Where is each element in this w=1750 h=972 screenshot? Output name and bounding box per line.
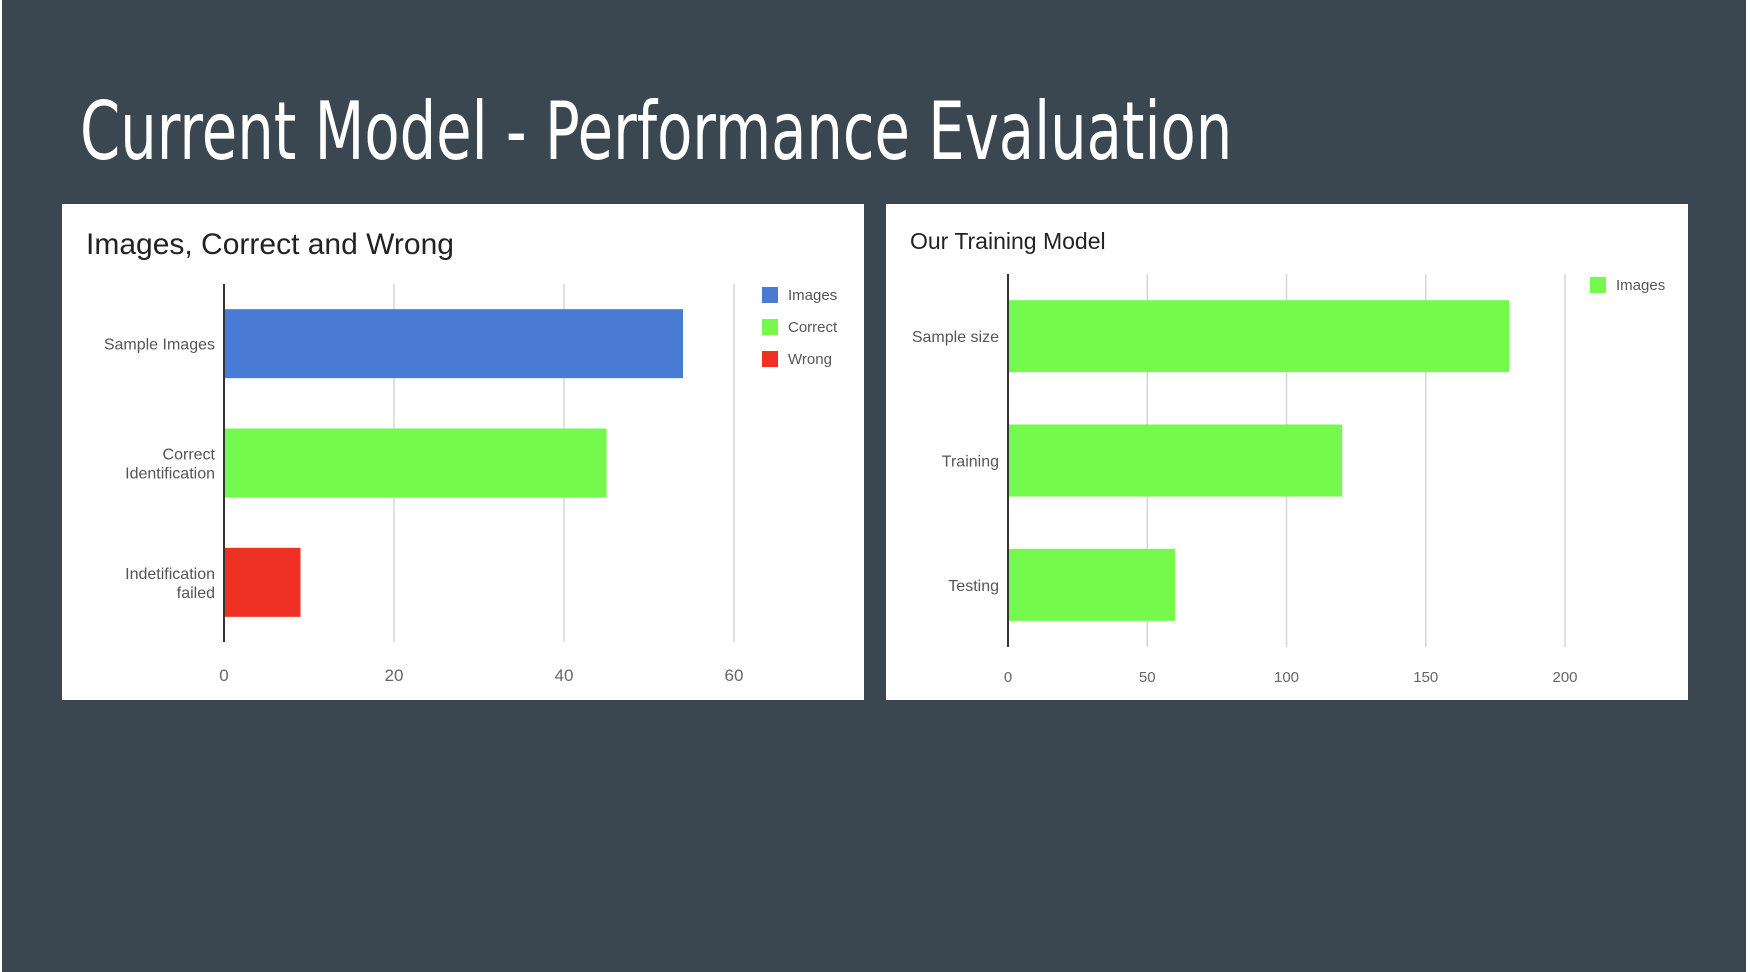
legend-swatch-images [1590, 277, 1606, 293]
legend-label-images: Images [788, 287, 837, 304]
x-tick-label-40: 40 [555, 666, 574, 685]
bar-indetification-failed [224, 547, 301, 617]
x-tick-label-0: 0 [219, 666, 228, 685]
legend-swatch-images [762, 287, 778, 303]
slide-title: Current Model - Performance Evaluation [80, 85, 1233, 178]
category-label-indetification-failed: Indetification failed [125, 566, 215, 602]
category-label-training: Training [942, 454, 999, 471]
x-tick-label-200: 200 [1552, 669, 1577, 686]
legend-swatch-correct [762, 319, 778, 335]
bar-training [1008, 424, 1343, 497]
category-label-sample-images: Sample Images [104, 337, 215, 354]
category-label-sample-size: Sample size [912, 329, 999, 346]
bar-sample-size [1008, 300, 1510, 373]
category-label-testing: Testing [948, 578, 999, 595]
x-tick-label-100: 100 [1274, 669, 1299, 686]
legend-label-images: Images [1616, 277, 1665, 294]
chart-title: Our Training Model [910, 228, 1106, 254]
legend-label-wrong: Wrong [788, 351, 832, 368]
bar-sample-images [224, 309, 683, 379]
bar-testing [1008, 548, 1176, 621]
x-tick-label-50: 50 [1139, 669, 1156, 686]
chart-images-correct-wrong: Images, Correct and Wrong Sample Images Co… [86, 228, 838, 685]
x-tick-label-0: 0 [1004, 669, 1012, 686]
chart-title: Images, Correct and Wrong [86, 228, 454, 261]
chart-panel-training-model: Our Training Model Sample size Training Tes… [886, 204, 1688, 700]
legend-swatch-wrong [762, 351, 778, 367]
x-tick-label-150: 150 [1413, 669, 1438, 686]
chart-panel-images-correct-wrong: Images, Correct and Wrong Sample Images Co… [62, 204, 864, 700]
x-tick-label-20: 20 [385, 666, 404, 685]
chart-training-model: Our Training Model Sample size Training Tes… [910, 228, 1665, 686]
category-label-correct-identification: Correct Identification [125, 447, 215, 483]
bar-correct-identification [224, 428, 607, 498]
x-tick-label-60: 60 [725, 666, 744, 685]
legend-label-correct: Correct [788, 319, 838, 336]
